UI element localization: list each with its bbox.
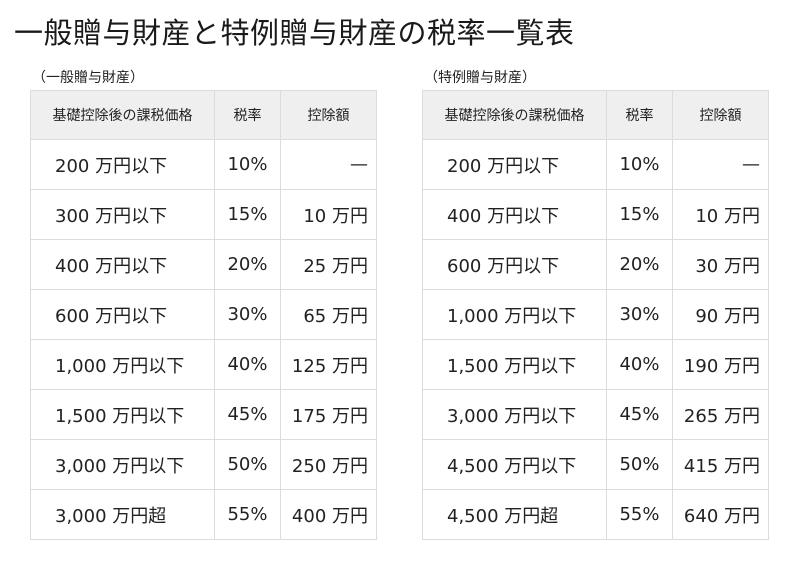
- deduction-cell: 30 万円: [672, 239, 769, 290]
- header-tax-rate: 税率: [214, 90, 281, 140]
- taxable-price-cell: 1,500 万円以下: [422, 339, 607, 390]
- deduction-cell: 175 万円: [280, 389, 377, 440]
- taxable-price-cell: 400 万円以下: [30, 239, 215, 290]
- table-row: 3,000 万円以下 45% 265 万円: [422, 389, 769, 440]
- table-row: 400 万円以下 20% 25 万円: [30, 239, 377, 290]
- general-gift-section: （一般贈与財産） 基礎控除後の課税価格 税率 控除額 200 万円以下 10% …: [30, 66, 377, 540]
- table-row: 200 万円以下 10% —: [30, 139, 377, 190]
- tax-rate-cell: 50%: [606, 439, 673, 490]
- deduction-cell: 25 万円: [280, 239, 377, 290]
- taxable-price-cell: 3,000 万円以下: [30, 439, 215, 490]
- tax-rate-cell: 10%: [214, 139, 281, 190]
- taxable-price-cell: 200 万円以下: [422, 139, 607, 190]
- table-row: 600 万円以下 30% 65 万円: [30, 289, 377, 340]
- taxable-price-cell: 4,500 万円超: [422, 489, 607, 540]
- table-row: 600 万円以下 20% 30 万円: [422, 239, 769, 290]
- tax-rate-cell: 15%: [606, 189, 673, 240]
- special-gift-table: 基礎控除後の課税価格 税率 控除額 200 万円以下 10% — 400 万円以…: [422, 90, 769, 540]
- tax-rate-cell: 30%: [606, 289, 673, 340]
- header-deduction: 控除額: [280, 90, 377, 140]
- taxable-price-cell: 200 万円以下: [30, 139, 215, 190]
- special-gift-section: （特例贈与財産） 基礎控除後の課税価格 税率 控除額 200 万円以下 10% …: [422, 66, 769, 540]
- header-taxable-price: 基礎控除後の課税価格: [30, 90, 215, 140]
- tax-rate-cell: 10%: [606, 139, 673, 190]
- taxable-price-cell: 1,000 万円以下: [30, 339, 215, 390]
- table-row: 300 万円以下 15% 10 万円: [30, 189, 377, 240]
- deduction-cell: 250 万円: [280, 439, 377, 490]
- deduction-cell: 265 万円: [672, 389, 769, 440]
- taxable-price-cell: 600 万円以下: [30, 289, 215, 340]
- taxable-price-cell: 4,500 万円以下: [422, 439, 607, 490]
- deduction-cell: 400 万円: [280, 489, 377, 540]
- table-row: 3,000 万円以下 50% 250 万円: [30, 439, 377, 490]
- table-row: 1,500 万円以下 40% 190 万円: [422, 339, 769, 390]
- deduction-cell: —: [672, 139, 769, 190]
- table-row: 400 万円以下 15% 10 万円: [422, 189, 769, 240]
- tax-rate-cell: 55%: [214, 489, 281, 540]
- taxable-price-cell: 300 万円以下: [30, 189, 215, 240]
- tax-rate-cell: 50%: [214, 439, 281, 490]
- special-gift-label: （特例贈与財産）: [424, 70, 536, 86]
- taxable-price-cell: 1,500 万円以下: [30, 389, 215, 440]
- deduction-cell: —: [280, 139, 377, 190]
- deduction-cell: 125 万円: [280, 339, 377, 390]
- header-taxable-price: 基礎控除後の課税価格: [422, 90, 607, 140]
- table-row: 4,500 万円以下 50% 415 万円: [422, 439, 769, 490]
- table-header-row: 基礎控除後の課税価格 税率 控除額: [422, 90, 769, 140]
- taxable-price-cell: 3,000 万円以下: [422, 389, 607, 440]
- table-header-row: 基礎控除後の課税価格 税率 控除額: [30, 90, 377, 140]
- tax-rate-cell: 45%: [214, 389, 281, 440]
- tax-rate-cell: 30%: [214, 289, 281, 340]
- deduction-cell: 65 万円: [280, 289, 377, 340]
- tax-rate-cell: 20%: [214, 239, 281, 290]
- table-row: 200 万円以下 10% —: [422, 139, 769, 190]
- table-row: 3,000 万円超 55% 400 万円: [30, 489, 377, 540]
- tax-rate-cell: 15%: [214, 189, 281, 240]
- tax-rate-cell: 40%: [214, 339, 281, 390]
- deduction-cell: 640 万円: [672, 489, 769, 540]
- table-row: 1,000 万円以下 40% 125 万円: [30, 339, 377, 390]
- header-tax-rate: 税率: [606, 90, 673, 140]
- deduction-cell: 190 万円: [672, 339, 769, 390]
- taxable-price-cell: 1,000 万円以下: [422, 289, 607, 340]
- table-row: 1,500 万円以下 45% 175 万円: [30, 389, 377, 440]
- taxable-price-cell: 3,000 万円超: [30, 489, 215, 540]
- header-deduction: 控除額: [672, 90, 769, 140]
- general-gift-table: 基礎控除後の課税価格 税率 控除額 200 万円以下 10% — 300 万円以…: [30, 90, 377, 540]
- deduction-cell: 10 万円: [280, 189, 377, 240]
- general-gift-label: （一般贈与財産）: [32, 70, 144, 86]
- deduction-cell: 415 万円: [672, 439, 769, 490]
- tax-rate-cell: 40%: [606, 339, 673, 390]
- deduction-cell: 10 万円: [672, 189, 769, 240]
- table-row: 4,500 万円超 55% 640 万円: [422, 489, 769, 540]
- taxable-price-cell: 400 万円以下: [422, 189, 607, 240]
- taxable-price-cell: 600 万円以下: [422, 239, 607, 290]
- deduction-cell: 90 万円: [672, 289, 769, 340]
- tax-rate-cell: 45%: [606, 389, 673, 440]
- tax-rate-cell: 20%: [606, 239, 673, 290]
- page-title: 一般贈与財産と特例贈与財産の税率一覧表: [14, 16, 575, 50]
- tax-rate-cell: 55%: [606, 489, 673, 540]
- table-row: 1,000 万円以下 30% 90 万円: [422, 289, 769, 340]
